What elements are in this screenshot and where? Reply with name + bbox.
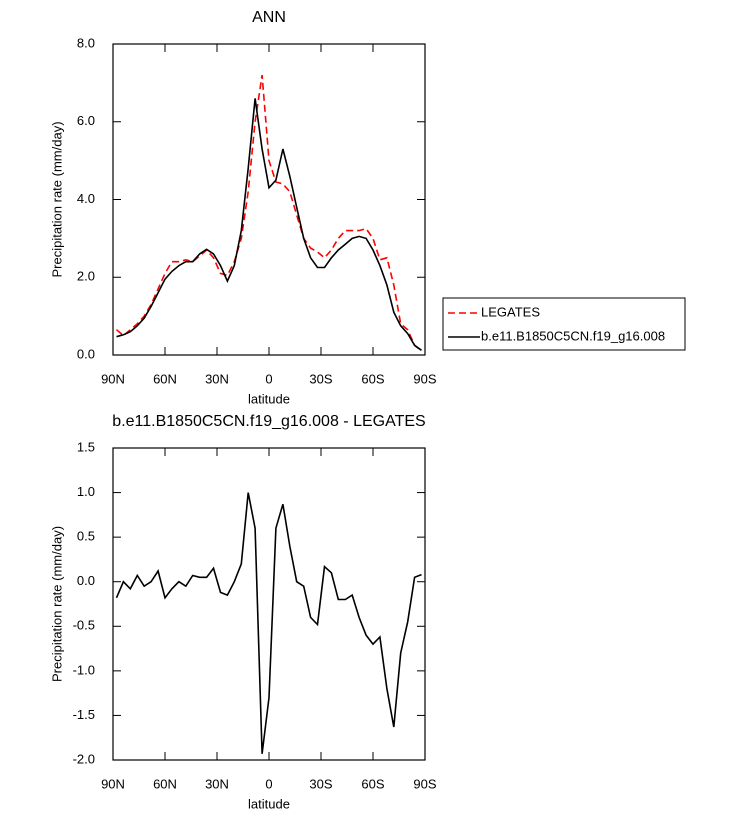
legend-box [442,297,686,351]
x-tick-label: 90S [413,371,436,386]
y-tick-label: -0.5 [73,618,95,633]
y-tick-label: 0.0 [77,346,95,361]
data-line [115,74,423,352]
x-tick-label: 30N [205,776,229,791]
y-tick-label: 1.0 [77,484,95,499]
x-axis-label: latitude [248,796,290,811]
y-tick-label: 2.0 [77,269,95,284]
y-tick-label: -1.5 [73,707,95,722]
y-tick-label: -1.0 [73,662,95,677]
y-tick-label: 8.0 [77,35,95,50]
plot-frame [112,43,426,356]
plot-frame [112,447,426,761]
y-tick-label: 0.0 [77,573,95,588]
x-tick-label: 30S [309,776,332,791]
x-tick-label: 30N [205,371,229,386]
y-tick-label: 1.5 [77,439,95,454]
y-axis-label: Precipitation rate (mm/day) [49,121,64,277]
x-tick-label: 0 [265,371,272,386]
x-tick-label: 60N [153,776,177,791]
x-tick-label: 60S [361,776,384,791]
y-axis-label: Precipitation rate (mm/day) [49,526,64,682]
x-tick-label: 90N [101,776,125,791]
x-tick-label: 60N [153,371,177,386]
data-line [116,98,422,351]
data-line [115,492,422,754]
legend-label: b.e11.B1850C5CN.f19_g16.008 [481,328,665,343]
chart-title: ANN [252,9,286,26]
y-tick-label: 6.0 [77,113,95,128]
x-tick-label: 90N [101,371,125,386]
y-tick-label: -2.0 [73,751,95,766]
x-tick-label: 60S [361,371,384,386]
y-tick-label: 0.5 [77,529,95,544]
x-tick-label: 90S [413,776,436,791]
y-tick-label: 4.0 [77,191,95,206]
x-axis-label: latitude [248,391,290,406]
x-tick-label: 30S [309,371,332,386]
x-tick-label: 0 [265,776,272,791]
chart-title: b.e11.B1850C5CN.f19_g16.008 - LEGATES [112,413,425,430]
legend-label: LEGATES [481,304,540,319]
